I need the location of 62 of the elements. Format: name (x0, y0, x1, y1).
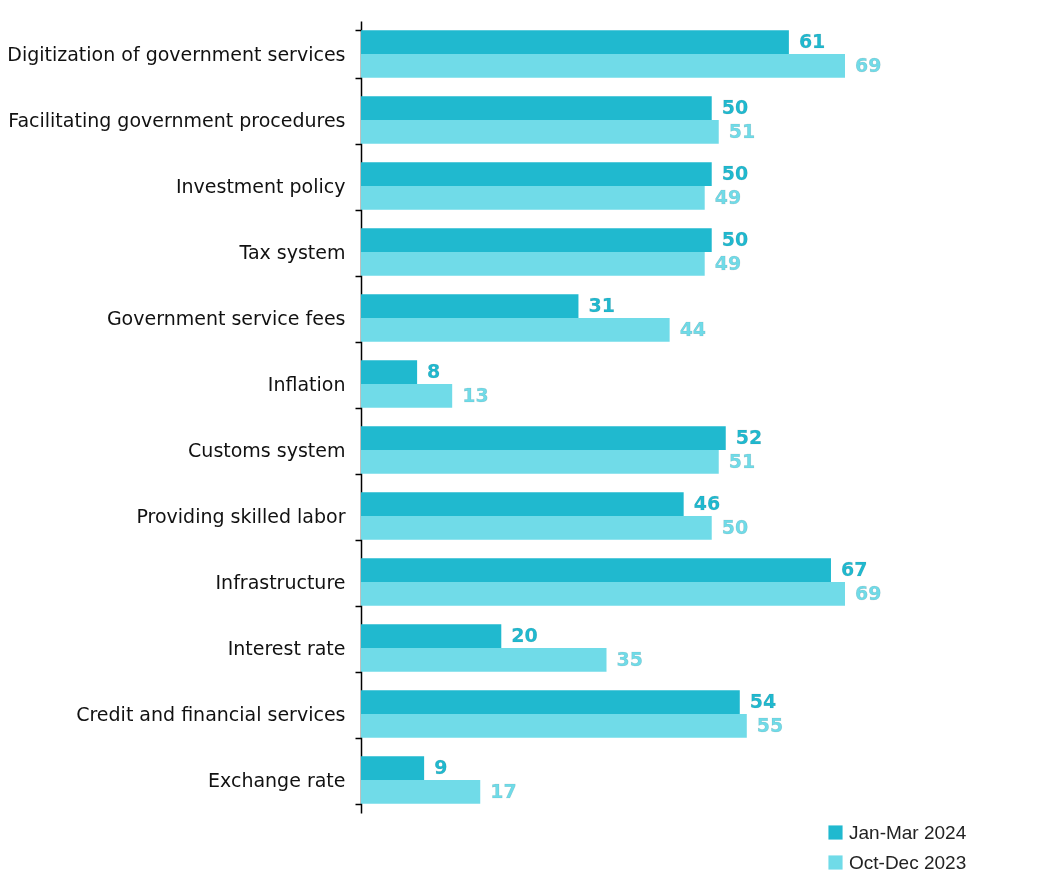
data-label: 31 (588, 294, 615, 317)
bar (361, 30, 789, 54)
y-tick-label: Exchange rate (208, 768, 346, 791)
data-label: 51 (728, 119, 756, 142)
bar (361, 294, 579, 318)
data-label: 50 (721, 96, 749, 119)
bar (361, 714, 747, 738)
bar (361, 228, 712, 252)
bar (361, 624, 502, 648)
data-label: 8 (427, 360, 441, 383)
data-label: 50 (721, 228, 749, 251)
data-label: 35 (616, 647, 643, 670)
y-tick-label: Government service fees (106, 306, 346, 329)
bar (361, 318, 670, 342)
legend-label: Oct-Dec 2023 (849, 851, 967, 872)
bar (361, 756, 425, 780)
bar (361, 582, 845, 606)
legend-label: Jan-Mar 2024 (849, 821, 967, 843)
data-label: 69 (855, 581, 882, 604)
bar (361, 96, 712, 120)
data-label: 54 (749, 690, 777, 713)
y-tick-label: Inflation (267, 372, 346, 395)
bar (361, 450, 719, 474)
data-label: 46 (693, 492, 721, 515)
data-label: 69 (855, 53, 882, 76)
data-label: 9 (434, 756, 448, 779)
y-tick-label: Customs system (188, 438, 346, 461)
y-tick-label: Digitization of government services (7, 42, 346, 65)
bar (361, 186, 705, 210)
data-label: 51 (728, 449, 756, 472)
bar (361, 492, 684, 516)
data-label: 20 (511, 624, 538, 647)
data-label: 17 (490, 779, 517, 802)
data-label: 61 (798, 30, 826, 53)
data-label: 55 (756, 713, 784, 736)
y-tick-label: Providing skilled labor (136, 504, 346, 527)
y-tick-label: Investment policy (175, 174, 346, 197)
y-tick-label: Tax system (238, 240, 346, 263)
data-label: 44 (679, 317, 707, 340)
bar (361, 648, 607, 672)
data-label: 50 (721, 162, 749, 185)
bar (361, 120, 719, 144)
bar (361, 360, 418, 384)
bar (361, 558, 831, 582)
y-tick-label: Interest rate (227, 636, 346, 659)
y-tick-label: Credit and financial services (76, 702, 346, 725)
bar (361, 252, 705, 276)
bar (361, 690, 740, 714)
data-label: 50 (721, 515, 749, 538)
data-label: 49 (714, 185, 742, 208)
bar (361, 780, 481, 804)
bar (361, 516, 712, 540)
data-label: 67 (840, 558, 868, 581)
data-label: 49 (714, 251, 742, 274)
bar (361, 426, 726, 450)
y-tick-label: Facilitating government procedures (8, 108, 346, 131)
bar (361, 54, 845, 78)
data-label: 13 (462, 383, 489, 406)
bar (361, 384, 453, 408)
bar (361, 162, 712, 186)
data-label: 52 (735, 426, 763, 449)
y-tick-label: Infrastructure (215, 570, 346, 593)
